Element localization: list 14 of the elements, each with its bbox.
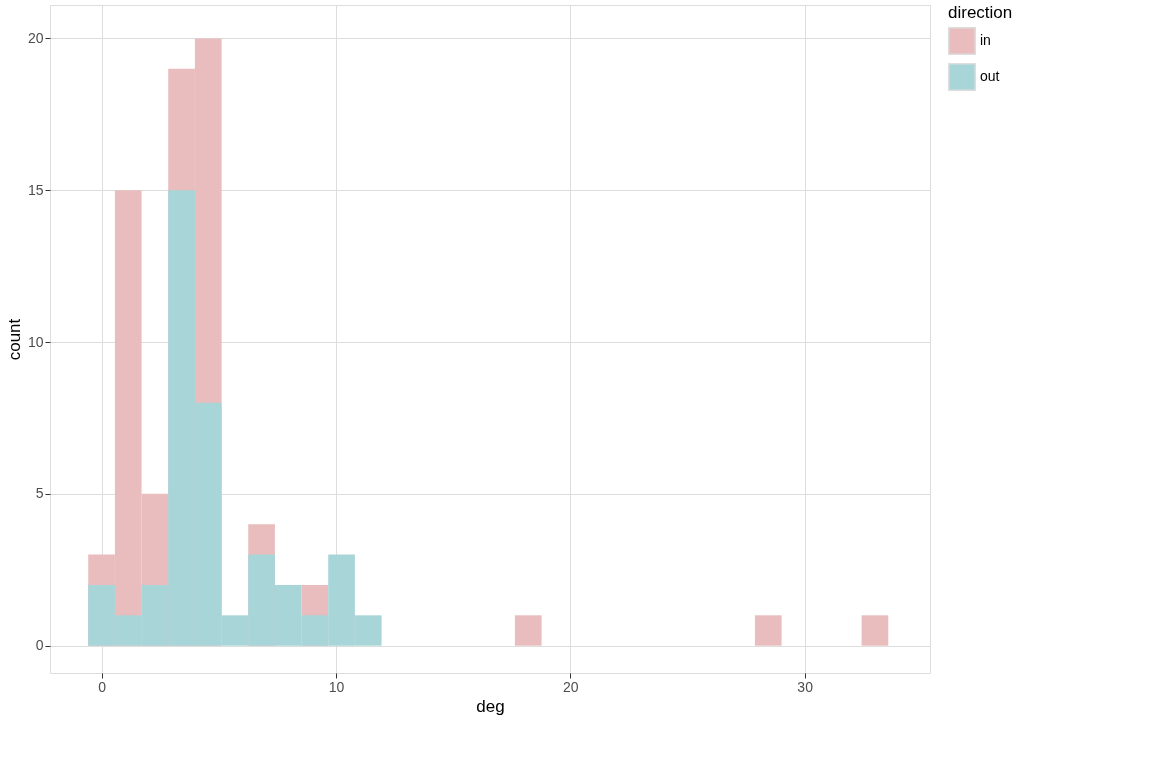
y-tick-label: 20 xyxy=(27,29,44,46)
x-tick-label: 30 xyxy=(797,678,814,695)
x-axis-title: deg xyxy=(476,696,505,716)
x-tick-label: 20 xyxy=(562,678,579,695)
legend-title: direction xyxy=(948,3,1013,22)
y-tick-label: 0 xyxy=(35,637,44,654)
y-tick-label: 5 xyxy=(35,485,44,502)
y-axis-title: count xyxy=(4,318,24,361)
y-tick-label: 10 xyxy=(27,333,44,350)
legend-label: out xyxy=(980,68,1000,84)
y-tick-label: 15 xyxy=(27,181,44,198)
x-tick-label: 10 xyxy=(328,678,345,695)
legend-label: in xyxy=(980,32,991,48)
x-tick-label: 0 xyxy=(98,678,107,695)
